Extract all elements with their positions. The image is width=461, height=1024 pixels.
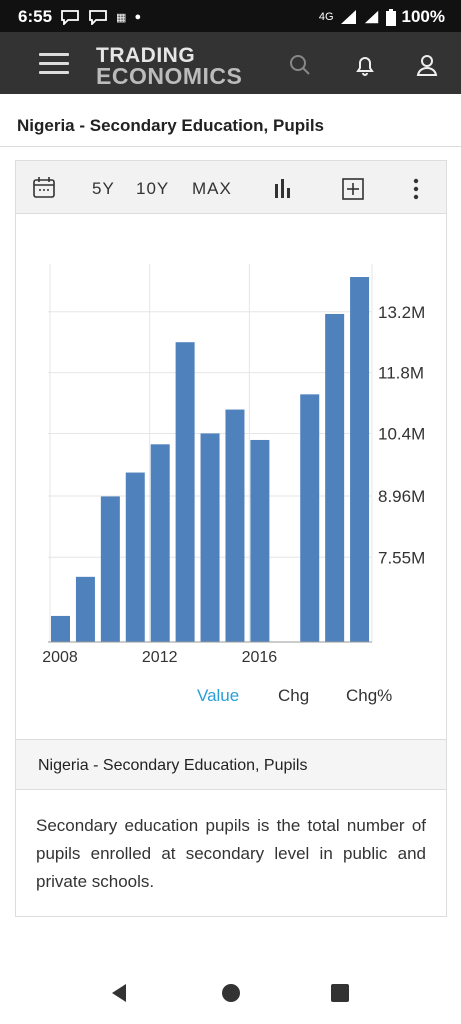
range-5y-button[interactable]: 5Y [92, 179, 115, 198]
chart-bar [300, 394, 320, 642]
y-tick-label: 11.8M [378, 364, 424, 383]
battery-level: 100% [401, 7, 445, 26]
chart-bar [51, 615, 70, 642]
divider [0, 146, 461, 147]
page-title: Nigeria - Secondary Education, Pupils [17, 116, 325, 135]
chart-bar [100, 496, 120, 642]
signal-icon [340, 10, 356, 24]
status-time: 6:55 [18, 7, 53, 26]
chat-notification-icon [89, 10, 107, 25]
chat-notification-icon [61, 10, 79, 25]
chart-bar [350, 277, 370, 642]
calendar-icon[interactable] [32, 177, 56, 199]
search-icon[interactable] [287, 52, 313, 78]
legend-value[interactable]: Value [197, 686, 240, 705]
recents-icon[interactable] [330, 983, 350, 1003]
chart-bar [325, 313, 345, 642]
app-bar: TRADING ECONOMICS [0, 32, 461, 94]
y-tick-label: 10.4M [378, 424, 425, 443]
chart-bar [250, 439, 270, 642]
system-nav-bar [0, 960, 461, 1024]
menu-icon[interactable] [39, 53, 69, 75]
range-max-button[interactable]: MAX [192, 179, 232, 198]
status-bar: 6:55 ▦ ● 4G 100% [0, 0, 461, 32]
network-type: 4G [318, 11, 334, 23]
range-10y-button[interactable]: 10Y [136, 179, 170, 198]
chart-bar [175, 342, 195, 642]
x-tick-label: 2012 [142, 649, 178, 666]
more-vertical-icon[interactable] [412, 178, 420, 200]
y-tick-label: 8.96M [378, 487, 425, 506]
bell-icon[interactable] [352, 52, 378, 78]
battery-icon [385, 8, 396, 26]
plus-box-icon[interactable] [341, 177, 365, 201]
back-icon[interactable] [108, 982, 130, 1004]
brand-logo[interactable]: TRADING ECONOMICS [96, 44, 243, 89]
chart-panel: 5Y 10Y MAX 7.55M 8.96M 10.4M 11.8M 13.2M 2008… [15, 160, 447, 740]
description-panel: Nigeria - Secondary Education, Pupils Se… [15, 739, 447, 917]
chart-bar [225, 409, 245, 642]
legend-chg-pct[interactable]: Chg% [346, 686, 393, 705]
app-notification-icon: ▦ [116, 11, 127, 24]
x-tick-label: 2016 [242, 649, 278, 666]
dot-icon: ● [134, 11, 142, 23]
brand-line-1: TRADING [96, 44, 196, 67]
signal-icon [364, 10, 378, 24]
bar-chart-icon[interactable] [274, 178, 292, 198]
y-tick-label: 7.55M [378, 548, 425, 567]
home-icon[interactable] [220, 982, 242, 1004]
brand-line-2: ECONOMICS [96, 63, 243, 89]
chart-bar [75, 576, 95, 642]
legend-chg[interactable]: Chg [278, 686, 310, 705]
chart-bar [150, 444, 170, 642]
chart-toolbar: 5Y 10Y MAX [16, 161, 446, 214]
x-tick-label: 2008 [42, 649, 78, 666]
chart-bar [125, 472, 145, 642]
user-icon[interactable] [414, 52, 440, 78]
description-heading: Nigeria - Secondary Education, Pupils [16, 740, 446, 790]
chart-bar [200, 433, 220, 642]
y-tick-label: 13.2M [378, 303, 425, 322]
description-text: Secondary education pupils is the total … [36, 816, 426, 891]
bar-chart: 7.55M 8.96M 10.4M 11.8M 13.2M 2008 2012 2016 [42, 264, 425, 666]
